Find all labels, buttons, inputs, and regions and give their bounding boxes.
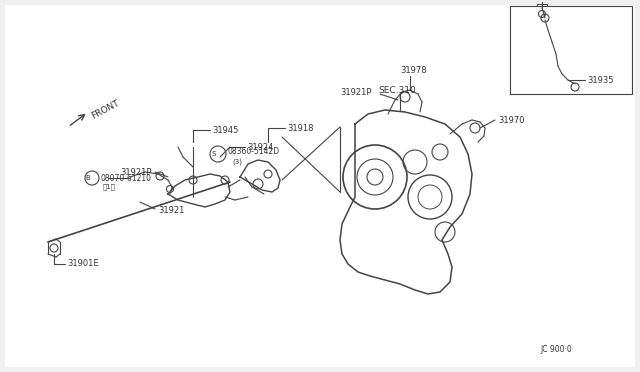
Text: B: B (86, 175, 90, 181)
Text: 08070-61210: 08070-61210 (100, 173, 151, 183)
Text: 31921P: 31921P (340, 87, 371, 96)
Bar (510, 6, 632, 94)
Bar (537, 4, 547, 10)
Text: S: S (212, 151, 216, 157)
Text: 、1）: 、1） (103, 184, 116, 190)
Text: 31901E: 31901E (67, 260, 99, 269)
Text: 08360-5142D: 08360-5142D (228, 147, 280, 155)
Text: 31924: 31924 (247, 142, 273, 151)
Text: 31978: 31978 (400, 65, 427, 74)
Text: 31945: 31945 (212, 125, 238, 135)
Text: FRONT: FRONT (90, 99, 121, 121)
Text: SEC.310: SEC.310 (378, 86, 416, 94)
Text: 31918: 31918 (287, 124, 314, 132)
Text: JC 900·0: JC 900·0 (540, 346, 572, 355)
Text: 31935: 31935 (587, 76, 614, 84)
Text: (3): (3) (232, 159, 242, 165)
Text: 31921P: 31921P (120, 167, 152, 176)
Text: 31970: 31970 (498, 115, 525, 125)
Text: 31921: 31921 (158, 205, 184, 215)
